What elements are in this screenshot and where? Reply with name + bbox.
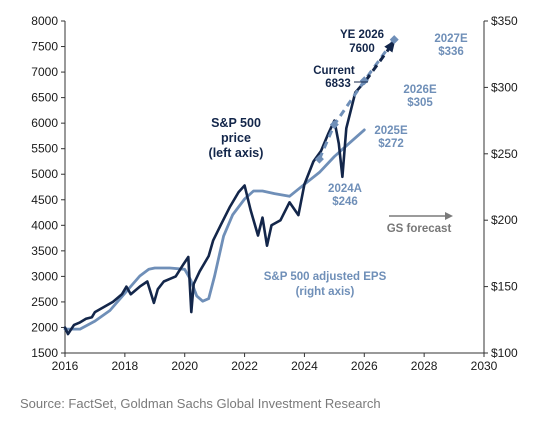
left-tick-label: 3500 <box>31 244 58 258</box>
gs-forecast-label: GS forecast <box>387 223 452 235</box>
ye-2026-label-line2: 7600 <box>349 43 375 55</box>
left-tick-label: 1500 <box>31 346 58 360</box>
x-tick-label: 2024 <box>291 359 318 373</box>
eps-label-2026e-line1: 2026E <box>403 84 437 96</box>
x-axis-ticks: 2016 2018 2020 2022 2024 2026 2028 2030 <box>52 353 498 373</box>
current-label-line2: 6833 <box>325 78 351 90</box>
x-tick-label: 2028 <box>411 359 438 373</box>
eps-series-label-line1: S&P 500 adjusted EPS <box>264 271 387 283</box>
eps-label-2025e-line2: $272 <box>378 138 404 150</box>
left-axis-ticks: 1500 2000 2500 3000 3500 4000 4500 5000 5500 6000… <box>31 14 65 360</box>
eps-forecast-line <box>318 38 396 160</box>
x-tick-label: 2022 <box>231 359 258 373</box>
price-series-label-line2: price <box>221 131 251 145</box>
left-tick-label: 3000 <box>31 269 58 283</box>
left-tick-label: 2000 <box>31 320 58 334</box>
eps-point-2025e <box>329 120 339 130</box>
price-forecast-arrowhead <box>384 39 396 53</box>
source-note: Source: FactSet, Goldman Sachs Global In… <box>20 396 381 411</box>
x-tick-label: 2030 <box>471 359 498 373</box>
eps-label-2027e-line2: $336 <box>438 46 464 58</box>
right-tick-label: $150 <box>491 280 518 294</box>
right-tick-label: $200 <box>491 213 518 227</box>
annotations: S&P 500 price (left axis) S&P 500 adjust… <box>209 29 468 298</box>
eps-point-2024a <box>314 154 324 164</box>
eps-forecast-points <box>314 35 399 164</box>
left-tick-label: 2500 <box>31 295 58 309</box>
price-series-label-line3: (left axis) <box>209 146 264 160</box>
left-tick-label: 6500 <box>31 91 58 105</box>
eps-point-2026e <box>359 76 369 86</box>
left-tick-label: 4500 <box>31 193 58 207</box>
right-axis-ticks: $100 $150 $200 $250 $300 $350 <box>484 14 518 360</box>
left-tick-label: 7500 <box>31 40 58 54</box>
left-tick-label: 8000 <box>31 14 58 28</box>
gs-forecast-arrowhead <box>445 212 453 220</box>
x-tick-label: 2018 <box>112 359 139 373</box>
eps-label-2024a-line1: 2024A <box>328 183 362 195</box>
eps-point-2027e <box>389 35 399 45</box>
x-tick-label: 2026 <box>351 359 378 373</box>
right-tick-label: $100 <box>491 346 518 360</box>
left-tick-label: 5000 <box>31 167 58 181</box>
eps-label-2024a-line2: $246 <box>332 196 358 208</box>
left-tick-label: 4000 <box>31 218 58 232</box>
price-series-label-line1: S&P 500 <box>211 116 261 130</box>
eps-label-2027e-line1: 2027E <box>434 33 468 45</box>
eps-series-label-line2: (right axis) <box>296 286 355 298</box>
price-series-line <box>63 79 368 336</box>
plot-frame <box>64 21 485 354</box>
right-tick-label: $350 <box>491 14 518 28</box>
ye-2026-label-line1: YE 2026 <box>340 29 384 41</box>
left-tick-label: 6000 <box>31 116 58 130</box>
current-label-line1: Current <box>313 65 355 77</box>
right-tick-label: $300 <box>491 80 518 94</box>
eps-label-2026e-line2: $305 <box>407 97 433 109</box>
eps-label-2025e-line1: 2025E <box>374 125 408 137</box>
x-tick-label: 2016 <box>52 359 79 373</box>
right-tick-label: $250 <box>491 147 518 161</box>
left-tick-label: 5500 <box>31 142 58 156</box>
eps-series-line <box>63 128 366 331</box>
series-layer <box>63 38 396 336</box>
x-tick-label: 2020 <box>171 359 198 373</box>
left-tick-label: 7000 <box>31 65 58 79</box>
